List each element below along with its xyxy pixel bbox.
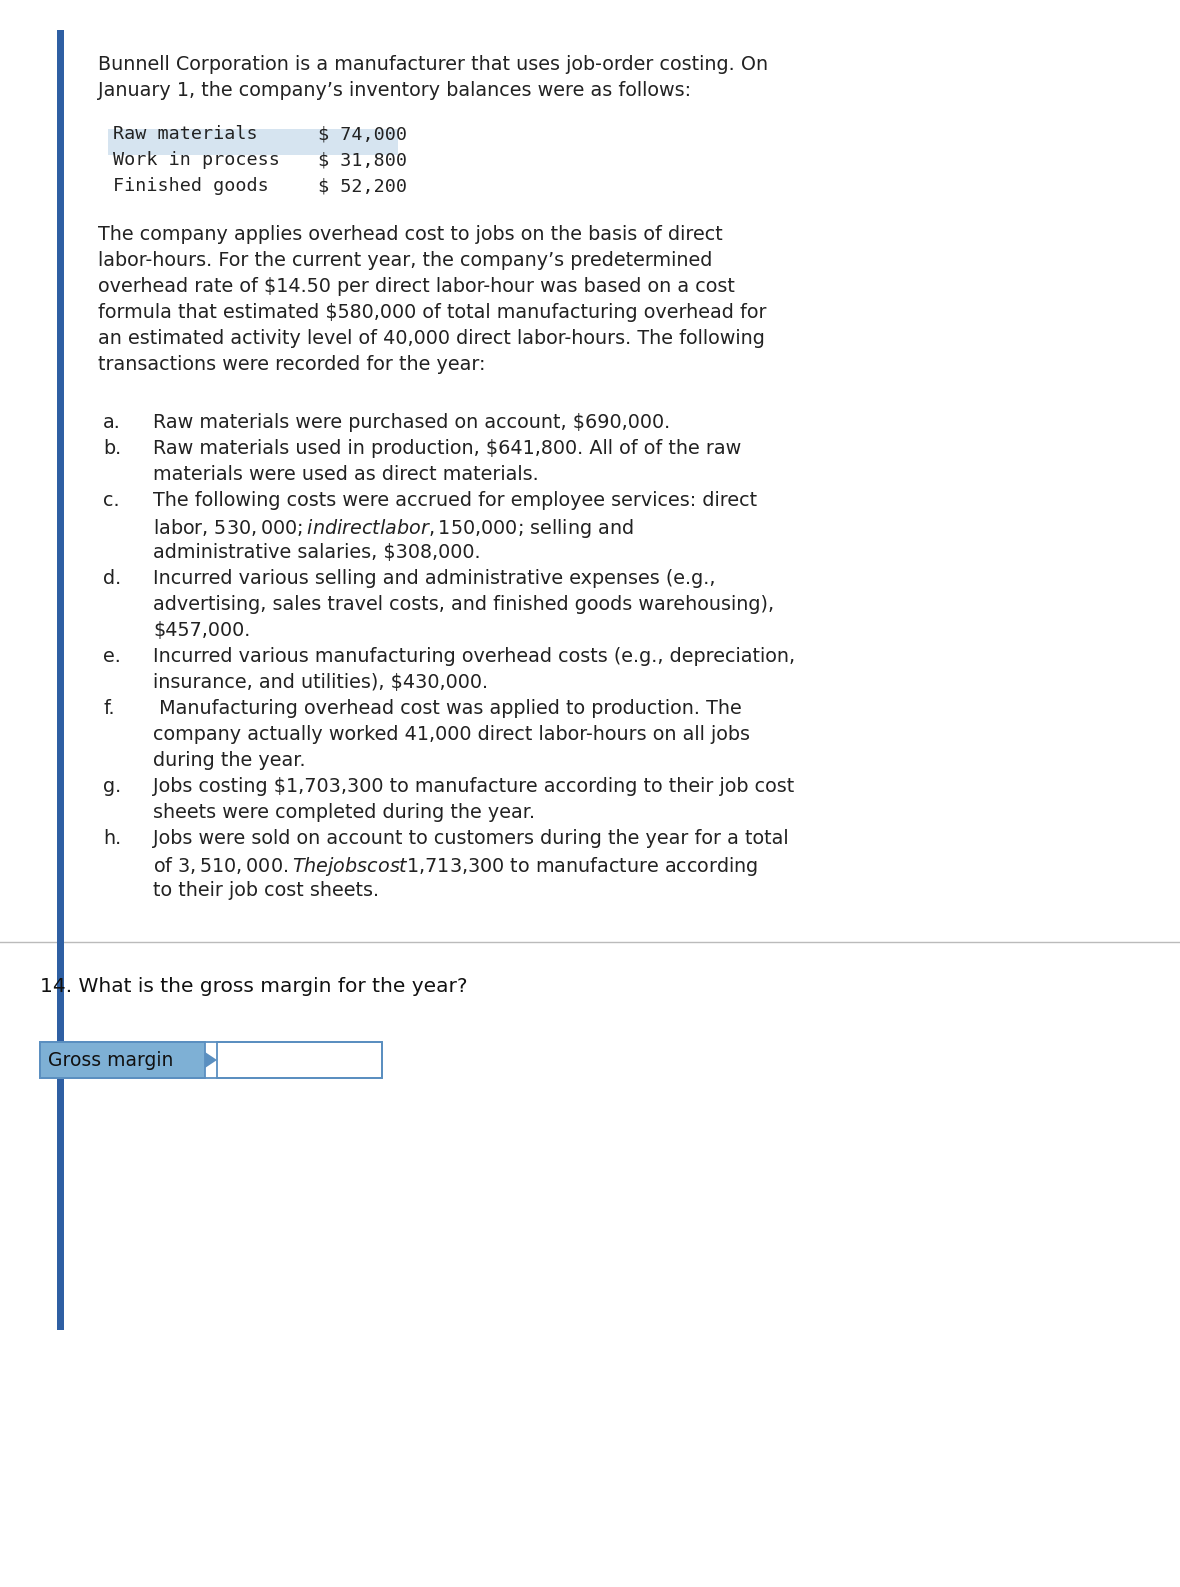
Text: Bunnell Corporation is a manufacturer that uses job-order costing. On: Bunnell Corporation is a manufacturer th… <box>98 56 768 75</box>
Text: $ 31,800: $ 31,800 <box>317 151 407 168</box>
Text: sheets were completed during the year.: sheets were completed during the year. <box>153 803 535 822</box>
Text: Work in process: Work in process <box>113 151 280 168</box>
Text: of $3,510,000. The jobs cost $1,713,300 to manufacture according: of $3,510,000. The jobs cost $1,713,300 … <box>153 855 759 878</box>
Bar <box>40 1043 205 1078</box>
Text: Manufacturing overhead cost was applied to production. The: Manufacturing overhead cost was applied … <box>153 698 742 717</box>
Text: Raw materials: Raw materials <box>113 125 257 143</box>
Text: during the year.: during the year. <box>153 751 306 770</box>
Bar <box>217 1043 382 1078</box>
Text: Incurred various selling and administrative expenses (e.g.,: Incurred various selling and administrat… <box>153 570 715 589</box>
Text: administrative salaries, $308,000.: administrative salaries, $308,000. <box>153 543 480 562</box>
Text: 14. What is the gross margin for the year?: 14. What is the gross margin for the yea… <box>40 978 467 997</box>
Text: $457,000.: $457,000. <box>153 621 250 640</box>
Bar <box>40 1043 382 1078</box>
Text: e.: e. <box>103 647 120 667</box>
Text: g.: g. <box>103 778 122 797</box>
Text: Raw materials were purchased on account, $690,000.: Raw materials were purchased on account,… <box>153 413 670 432</box>
Text: Incurred various manufacturing overhead costs (e.g., depreciation,: Incurred various manufacturing overhead … <box>153 647 795 667</box>
Text: $ 52,200: $ 52,200 <box>317 178 407 195</box>
Bar <box>109 129 398 156</box>
Text: advertising, sales travel costs, and finished goods warehousing),: advertising, sales travel costs, and fin… <box>153 595 774 614</box>
Text: insurance, and utilities), $430,000.: insurance, and utilities), $430,000. <box>153 673 489 692</box>
Text: Jobs costing $1,703,300 to manufacture according to their job cost: Jobs costing $1,703,300 to manufacture a… <box>153 778 794 797</box>
Text: $ 74,000: $ 74,000 <box>317 125 407 143</box>
Text: h.: h. <box>103 828 122 847</box>
Text: The company applies overhead cost to jobs on the basis of direct: The company applies overhead cost to job… <box>98 225 722 244</box>
Text: company actually worked 41,000 direct labor-hours on all jobs: company actually worked 41,000 direct la… <box>153 725 750 744</box>
Polygon shape <box>205 1052 217 1068</box>
Text: a.: a. <box>103 413 120 432</box>
Text: The following costs were accrued for employee services: direct: The following costs were accrued for emp… <box>153 490 758 509</box>
Text: materials were used as direct materials.: materials were used as direct materials. <box>153 465 539 484</box>
Bar <box>57 30 64 1330</box>
Text: formula that estimated $580,000 of total manufacturing overhead for: formula that estimated $580,000 of total… <box>98 303 767 322</box>
Text: Finished goods: Finished goods <box>113 178 269 195</box>
Text: Jobs were sold on account to customers during the year for a total: Jobs were sold on account to customers d… <box>153 828 788 847</box>
Text: January 1, the company’s inventory balances were as follows:: January 1, the company’s inventory balan… <box>98 81 691 100</box>
Text: transactions were recorded for the year:: transactions were recorded for the year: <box>98 355 485 375</box>
Text: f.: f. <box>103 698 114 717</box>
Text: labor, $530,000; indirect labor, $150,000; selling and: labor, $530,000; indirect labor, $150,00… <box>153 517 634 540</box>
Text: to their job cost sheets.: to their job cost sheets. <box>153 881 379 900</box>
Text: an estimated activity level of 40,000 direct labor-hours. The following: an estimated activity level of 40,000 di… <box>98 329 765 348</box>
Text: overhead rate of $14.50 per direct labor-hour was based on a cost: overhead rate of $14.50 per direct labor… <box>98 278 735 297</box>
Text: Gross margin: Gross margin <box>48 1051 173 1070</box>
Text: labor-hours. For the current year, the company’s predetermined: labor-hours. For the current year, the c… <box>98 251 713 270</box>
Text: Raw materials used in production, $641,800. All of of the raw: Raw materials used in production, $641,8… <box>153 440 741 459</box>
Text: d.: d. <box>103 570 122 589</box>
Text: b.: b. <box>103 440 122 459</box>
Text: c.: c. <box>103 490 119 509</box>
